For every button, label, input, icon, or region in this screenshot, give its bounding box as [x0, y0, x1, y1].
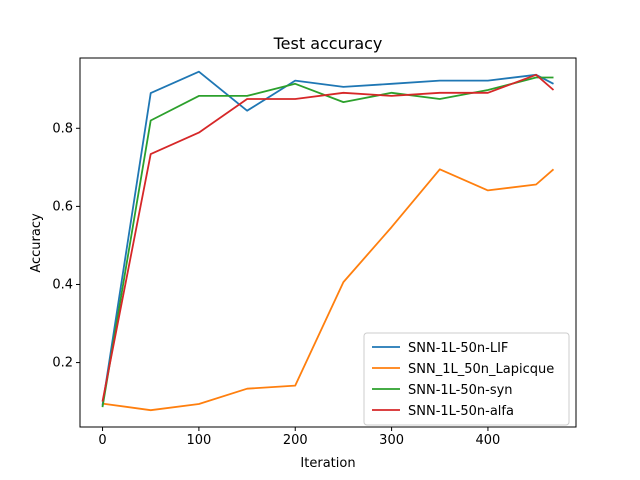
- x-tick-label: 100: [186, 433, 211, 448]
- x-axis-label: Iteration: [300, 456, 355, 471]
- legend-label: SNN-1L-50n-LIF: [408, 341, 508, 356]
- y-tick-label: 0.8: [52, 121, 73, 136]
- y-axis-label: Accuracy: [29, 213, 44, 273]
- legend-label: SNN_1L_50n_Lapicque: [408, 362, 554, 377]
- plot-area: [79, 57, 577, 428]
- legend-label: SNN-1L-50n-syn: [408, 383, 513, 398]
- x-tick-label: 0: [98, 433, 106, 448]
- x-axis: 0 100 200 300 400: [98, 427, 500, 448]
- series-line: [101, 73, 555, 402]
- plot-frame: [79, 57, 577, 428]
- y-tick-label: 0.6: [52, 199, 73, 214]
- legend: SNN-1L-50n-LIF SNN_1L_50n_Lapicque SNN-1L-…: [363, 332, 570, 426]
- legend-label: SNN-1L-50n-alfa: [408, 404, 514, 419]
- series-line: [102, 168, 555, 412]
- legend-box: [363, 332, 570, 426]
- y-axis: 0.2 0.4 0.6 0.8: [52, 121, 80, 371]
- y-tick-label: 0.4: [52, 277, 73, 292]
- chart-title: Test accuracy: [273, 34, 383, 53]
- series-line: [101, 70, 554, 406]
- y-tick-label: 0.2: [52, 356, 73, 371]
- x-tick-label: 400: [476, 433, 501, 448]
- series-line: [101, 76, 554, 408]
- x-tick-label: 200: [283, 433, 308, 448]
- series-lines: [101, 70, 555, 412]
- x-tick-label: 300: [379, 433, 404, 448]
